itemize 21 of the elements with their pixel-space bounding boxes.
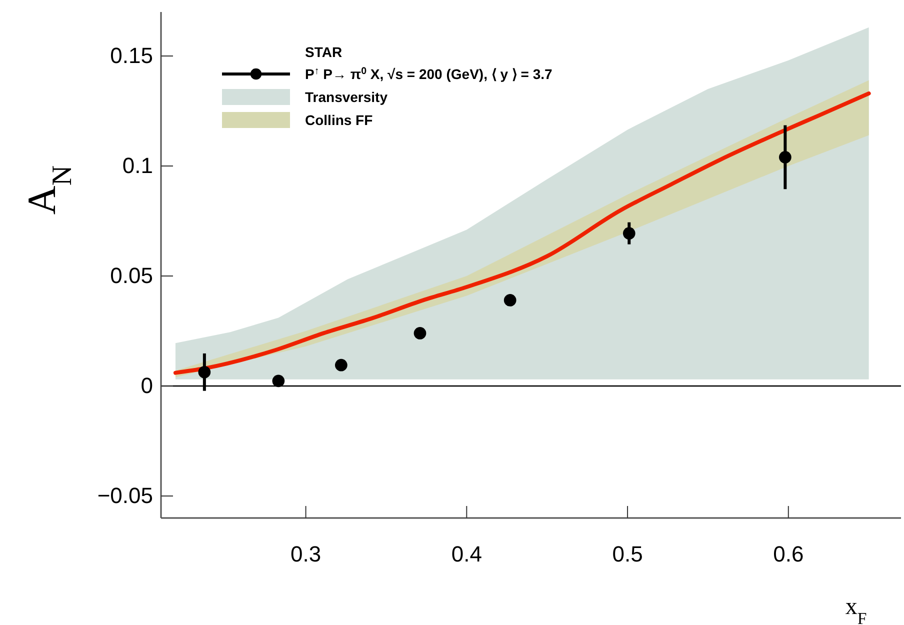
y-tick-label: 0.1 xyxy=(122,153,153,178)
legend-label: Collins FF xyxy=(305,112,374,128)
point xyxy=(272,374,285,388)
point xyxy=(414,327,426,340)
point xyxy=(778,151,792,164)
legend-title: STAR xyxy=(305,44,342,60)
x-tick-label: 0.6 xyxy=(773,542,804,567)
point xyxy=(334,358,348,372)
legend-label: Transversity xyxy=(305,89,388,105)
x-tick-label: 0.5 xyxy=(612,542,643,567)
legend-label: P$^{↑}$ P→ π$^{0}$ X, √s = 200 (GeV), ⟨ y ⟩ = 3.7 xyxy=(305,66,553,82)
x-tick-label: 0.3 xyxy=(290,542,322,567)
y-tick-label: 0.15 xyxy=(110,43,153,68)
y-tick-label: 0.05 xyxy=(110,263,153,288)
y-tick-label: 0 xyxy=(140,373,153,398)
point xyxy=(504,294,516,306)
y-tick-label: −0.05 xyxy=(97,483,153,508)
x-tick-label: 0.4 xyxy=(451,542,482,567)
x-axis-title: x$_{F}$ xyxy=(845,594,867,625)
point xyxy=(198,366,211,378)
point xyxy=(622,227,636,240)
